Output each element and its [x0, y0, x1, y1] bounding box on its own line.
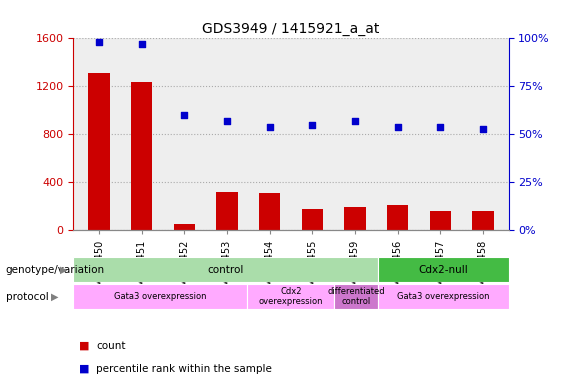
Text: protocol: protocol — [6, 291, 49, 302]
Point — [393, 124, 402, 130]
Text: differentiated
control: differentiated control — [328, 287, 385, 306]
Text: genotype/variation: genotype/variation — [6, 265, 105, 275]
Bar — [472, 211, 494, 230]
Point — [436, 124, 445, 130]
Bar — [344, 207, 366, 230]
Bar — [378, 257, 508, 282]
Bar — [247, 284, 334, 309]
Text: Gata3 overexpression: Gata3 overexpression — [397, 292, 489, 301]
Bar — [259, 193, 280, 230]
Text: ■: ■ — [79, 341, 90, 351]
Text: count: count — [96, 341, 125, 351]
Bar — [216, 192, 238, 230]
Title: GDS3949 / 1415921_a_at: GDS3949 / 1415921_a_at — [202, 22, 380, 36]
Bar — [387, 205, 408, 230]
Point — [479, 126, 488, 132]
Text: Cdx2
overexpression: Cdx2 overexpression — [259, 287, 323, 306]
Bar — [378, 284, 508, 309]
Text: percentile rank within the sample: percentile rank within the sample — [96, 364, 272, 374]
Bar — [131, 82, 153, 230]
Bar — [302, 209, 323, 230]
Bar — [73, 284, 247, 309]
Point — [350, 118, 359, 124]
Point — [223, 118, 232, 124]
Point — [265, 124, 274, 130]
Point — [308, 122, 317, 128]
Text: ▶: ▶ — [60, 265, 68, 275]
Text: control: control — [207, 265, 244, 275]
Bar — [88, 73, 110, 230]
Text: ■: ■ — [79, 364, 90, 374]
Text: ▶: ▶ — [51, 291, 58, 302]
Bar — [334, 284, 378, 309]
Bar — [73, 257, 378, 282]
Bar — [173, 224, 195, 230]
Text: Cdx2-null: Cdx2-null — [418, 265, 468, 275]
Bar — [429, 210, 451, 230]
Point — [94, 39, 103, 45]
Text: Gata3 overexpression: Gata3 overexpression — [114, 292, 207, 301]
Point — [180, 112, 189, 118]
Point — [137, 41, 146, 47]
